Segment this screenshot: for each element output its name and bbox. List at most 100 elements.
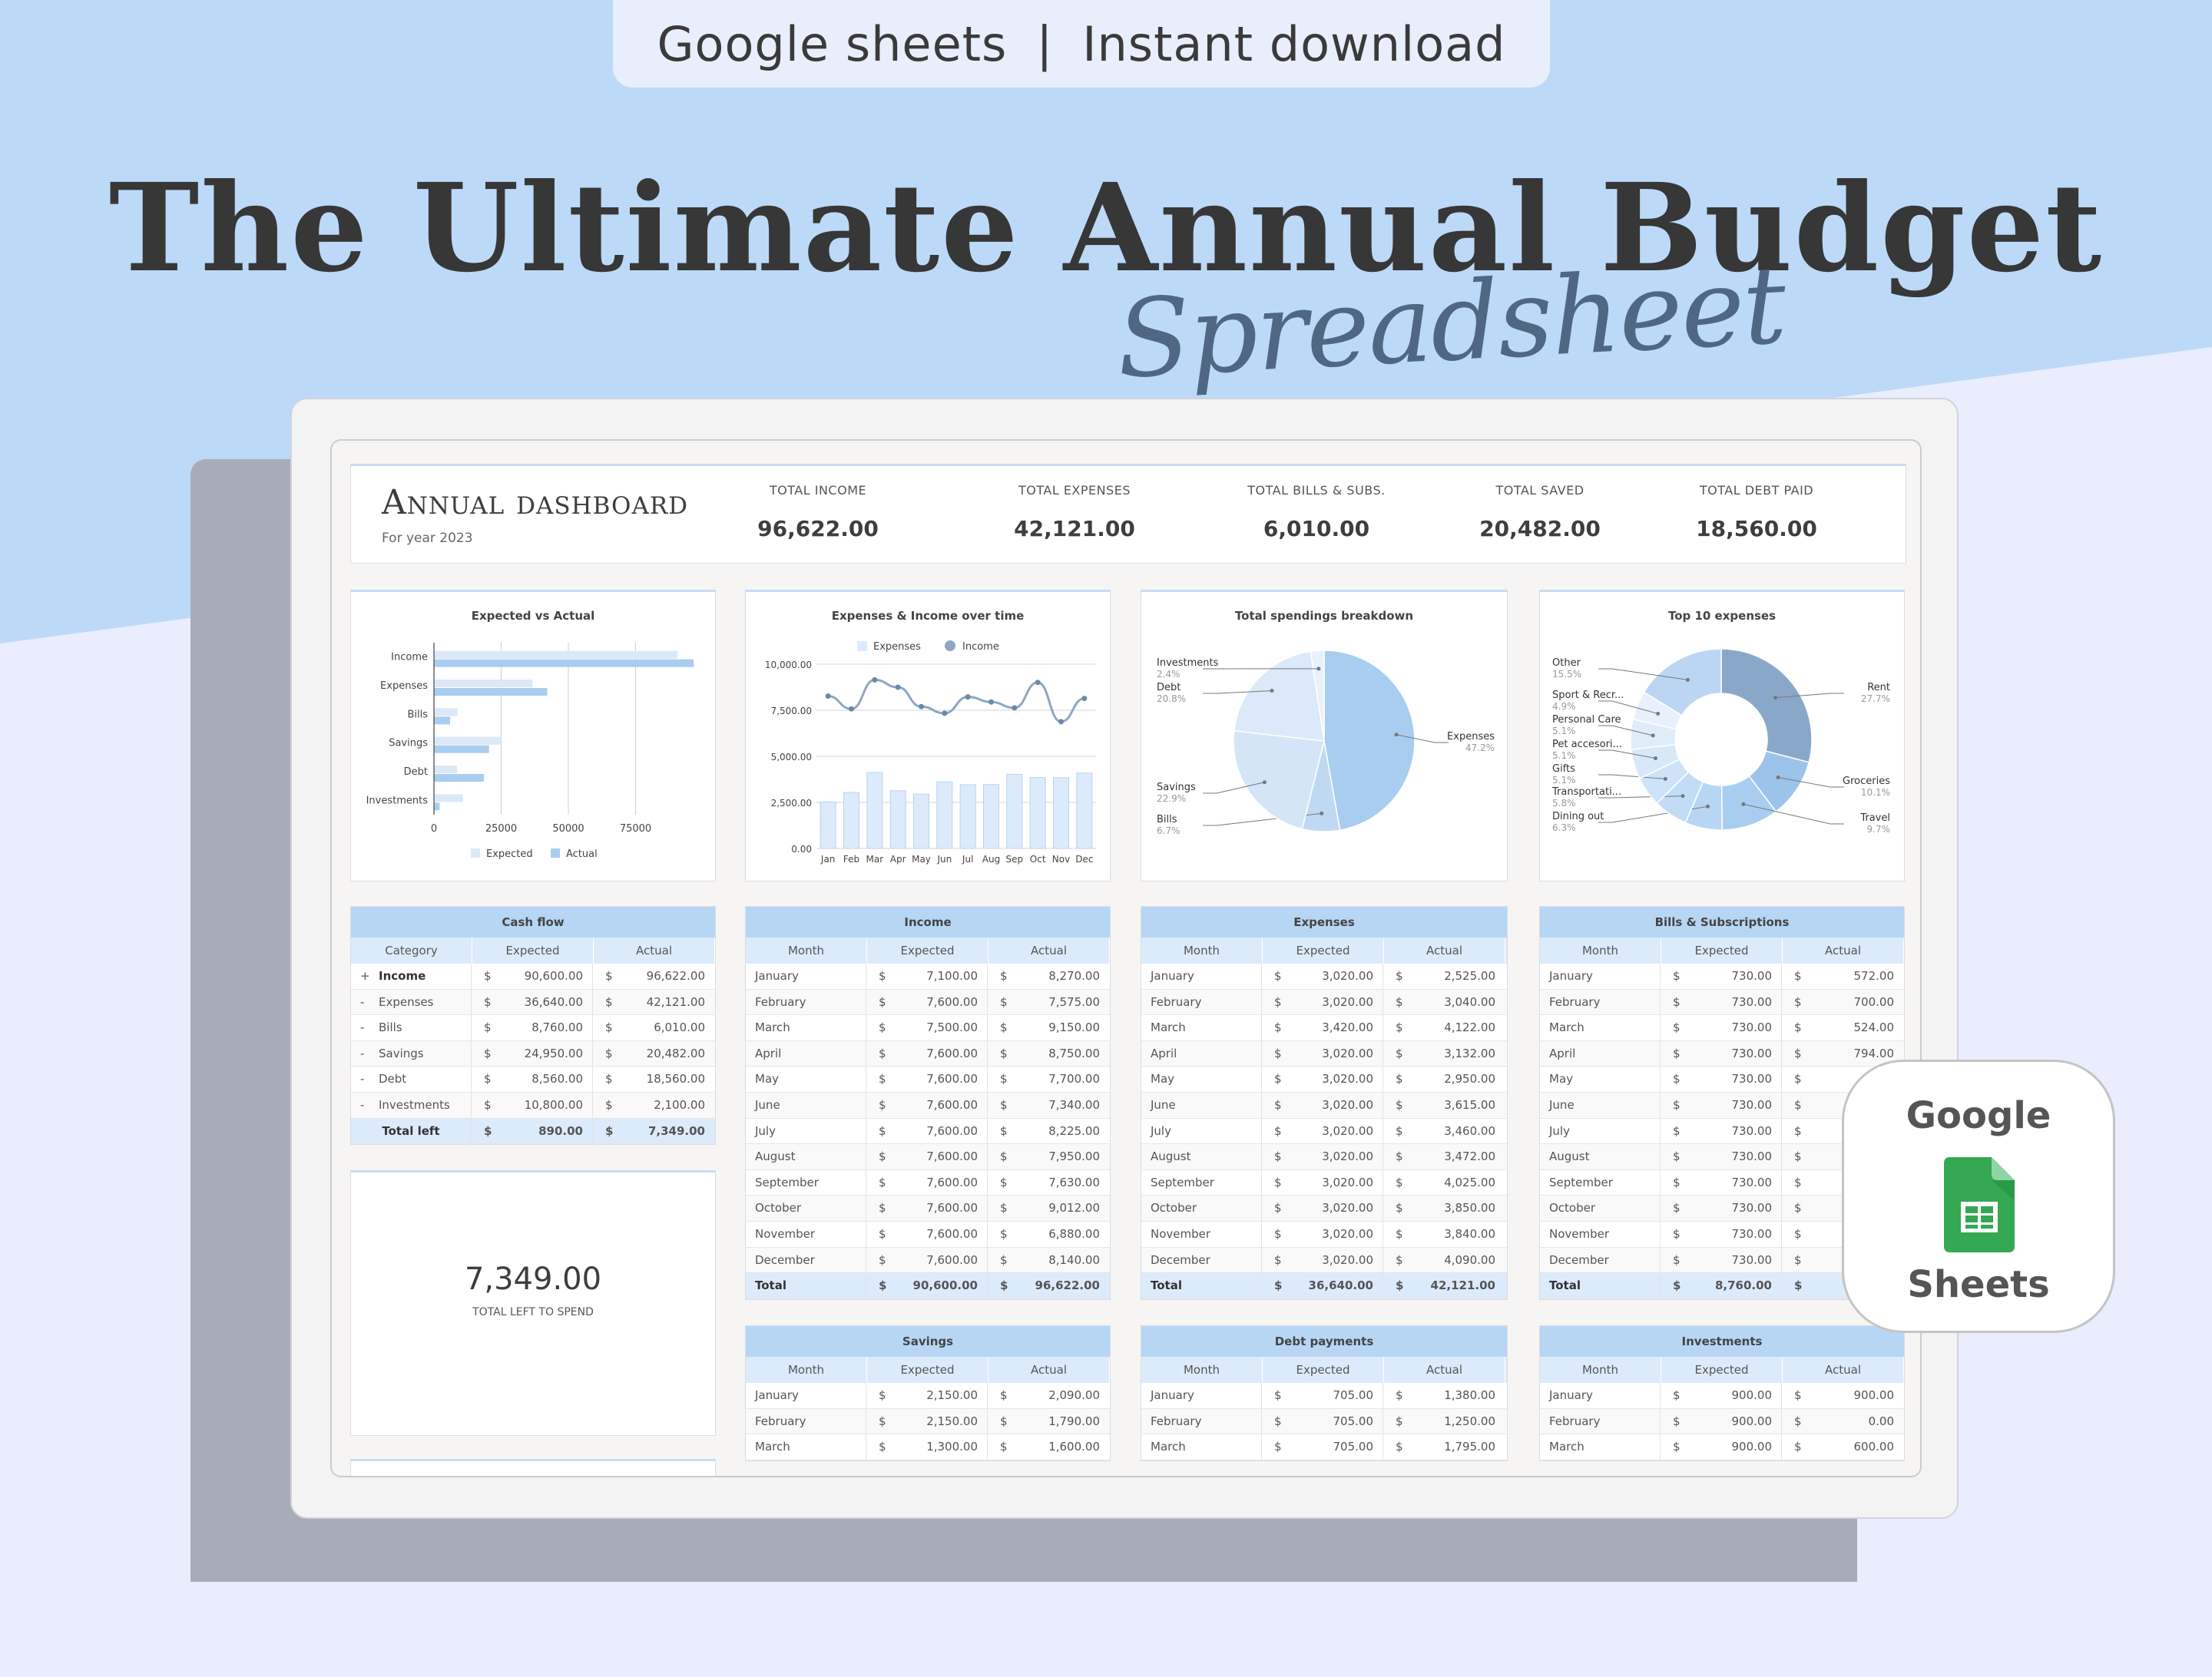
expected-value: 10,800.00	[524, 1097, 583, 1112]
table-header: Category Expected Actual	[351, 938, 715, 964]
expected-value: 90,600.00	[524, 969, 583, 983]
table-row: March $3,420.00 $4,122.00	[1141, 1015, 1507, 1041]
month-cell: June	[746, 1092, 866, 1118]
month-cell: January	[1540, 1383, 1661, 1408]
slice-label: Sport & Recr...	[1552, 690, 1624, 701]
month-label: May	[912, 854, 931, 865]
month-cell: January	[1141, 964, 1262, 989]
expected-bar	[434, 736, 502, 745]
slice-label: Travel	[1859, 812, 1890, 824]
actual-bar	[434, 716, 451, 725]
slice-percent: 9.7%	[1867, 824, 1891, 835]
income-point	[825, 693, 831, 700]
pie-slice	[1310, 650, 1325, 742]
category-label: Debt	[404, 766, 428, 778]
banner-left-text: Google sheets	[657, 15, 1008, 72]
month-cell: February	[1540, 989, 1661, 1015]
month-cell: February	[1540, 1408, 1661, 1434]
expected-value: 705.00	[1333, 1414, 1374, 1428]
table-row: September $3,020.00 $4,025.00	[1141, 1169, 1507, 1196]
pie-slice	[1323, 650, 1416, 832]
month-cell: February	[746, 989, 866, 1015]
table-row: February $3,020.00 $3,040.00	[1141, 989, 1507, 1016]
month-label: Nov	[1052, 854, 1070, 865]
table-row: May $7,600.00 $7,700.00	[746, 1067, 1110, 1093]
table-row: May$730.00$800	[1540, 1067, 1904, 1093]
kpi-total-expenses: TOTAL EXPENSES 42,121.00	[975, 483, 1174, 541]
currency-symbol: $	[1673, 1020, 1681, 1035]
expected-value: 705.00	[1333, 1440, 1374, 1454]
month-cell: April	[1141, 1040, 1262, 1067]
currency-symbol: $	[1396, 1097, 1403, 1112]
currency-symbol: $	[1396, 1226, 1403, 1241]
currency-symbol: $	[1673, 1226, 1681, 1241]
table-row: July $3,020.00 $3,460.00	[1141, 1118, 1507, 1145]
table-row: March $900.00 $600.00	[1540, 1434, 1904, 1460]
month-label: Jan	[820, 854, 836, 865]
chart-top-10-expenses: Top 10 expenses Rent 27.7% Groceries 10.1% T…	[1539, 590, 1905, 882]
currency-symbol: $	[1794, 1123, 1802, 1138]
currency-symbol: $	[1794, 1097, 1802, 1112]
currency-symbol: $	[879, 969, 886, 983]
currency-symbol: $	[1673, 1046, 1681, 1060]
slice-label: Dining out	[1552, 811, 1604, 822]
income-point	[942, 710, 948, 716]
table-expenses: Expenses Month Expected Actual January $3,020…	[1141, 906, 1508, 1300]
actual-value: 1,380.00	[1444, 1388, 1495, 1402]
expected-value: 7,500.00	[926, 1020, 978, 1035]
table-row: January $705.00 $1,380.00	[1141, 1383, 1507, 1409]
month-cell: April	[746, 1040, 866, 1067]
month-cell: February	[746, 1408, 866, 1434]
currency-symbol: $	[1274, 1252, 1282, 1267]
expected-value: 90,600.00	[912, 1278, 978, 1293]
income-point	[1012, 705, 1018, 711]
slice-percent: 20.8%	[1157, 693, 1186, 704]
month-cell: August	[1540, 1144, 1661, 1169]
tick-label: 5,000.00	[771, 752, 812, 762]
actual-value: 0.00	[1868, 1414, 1894, 1428]
month-cell: December	[1540, 1247, 1661, 1273]
leader-dot	[1656, 711, 1661, 716]
leader-dot	[1741, 802, 1746, 806]
income-line	[827, 678, 1085, 723]
slice-percent: 47.2%	[1465, 743, 1495, 753]
expected-value: 3,020.00	[1322, 1175, 1373, 1189]
pie-slice	[1720, 648, 1813, 763]
total-left-card: 7,349.00 TOTAL LEFT TO SPEND	[350, 1170, 716, 1436]
table-total-row: Total left $890.00 $7,349.00	[351, 1118, 715, 1145]
tick-label: 0.00	[791, 844, 812, 855]
table-title: Cash flow	[351, 907, 715, 938]
leader-line	[1598, 700, 1658, 714]
legend-swatch	[551, 848, 560, 858]
currency-symbol: $	[1274, 1440, 1282, 1454]
month-cell: August	[1141, 1144, 1262, 1169]
leader-dot	[1320, 811, 1324, 815]
month-cell: October	[746, 1196, 866, 1221]
table-row: - Expenses $36,640.00 $42,121.00	[351, 989, 715, 1016]
table-row: September $7,600.00 $7,630.00	[746, 1169, 1110, 1196]
legend-label: Expected	[486, 848, 533, 860]
currency-symbol: $	[484, 1097, 492, 1112]
chart-total-spendings-breakdown: Total spendings breakdown Expenses 47.2% B…	[1141, 590, 1508, 882]
currency-symbol: $	[1794, 1252, 1802, 1267]
currency-symbol: $	[879, 1440, 886, 1454]
legend-label: Income	[962, 641, 999, 653]
leader-line	[1203, 690, 1273, 694]
expense-bar	[913, 793, 929, 849]
table-row: March $1,300.00 $1,600.00	[746, 1434, 1110, 1460]
expected-value: 730.00	[1731, 1201, 1773, 1216]
expected-value: 730.00	[1731, 1123, 1773, 1138]
currency-symbol: $	[1000, 1097, 1008, 1112]
table-row: November $730.00 $	[1540, 1221, 1904, 1248]
currency-symbol: $	[605, 1123, 614, 1138]
actual-value: 20,482.00	[646, 1046, 705, 1060]
table-row: January $900.00 $900.00	[1540, 1383, 1904, 1409]
table-total-row: Total $36,640.00 $42,121.00	[1141, 1273, 1507, 1299]
category-label: Investments	[366, 795, 429, 806]
expected-value: 7,600.00	[926, 1175, 978, 1189]
leader-dot	[1653, 756, 1657, 760]
income-point	[988, 699, 994, 705]
month-label: Apr	[890, 854, 906, 865]
expected-value: 730.00	[1731, 1226, 1773, 1241]
currency-symbol: $	[1396, 1278, 1404, 1293]
